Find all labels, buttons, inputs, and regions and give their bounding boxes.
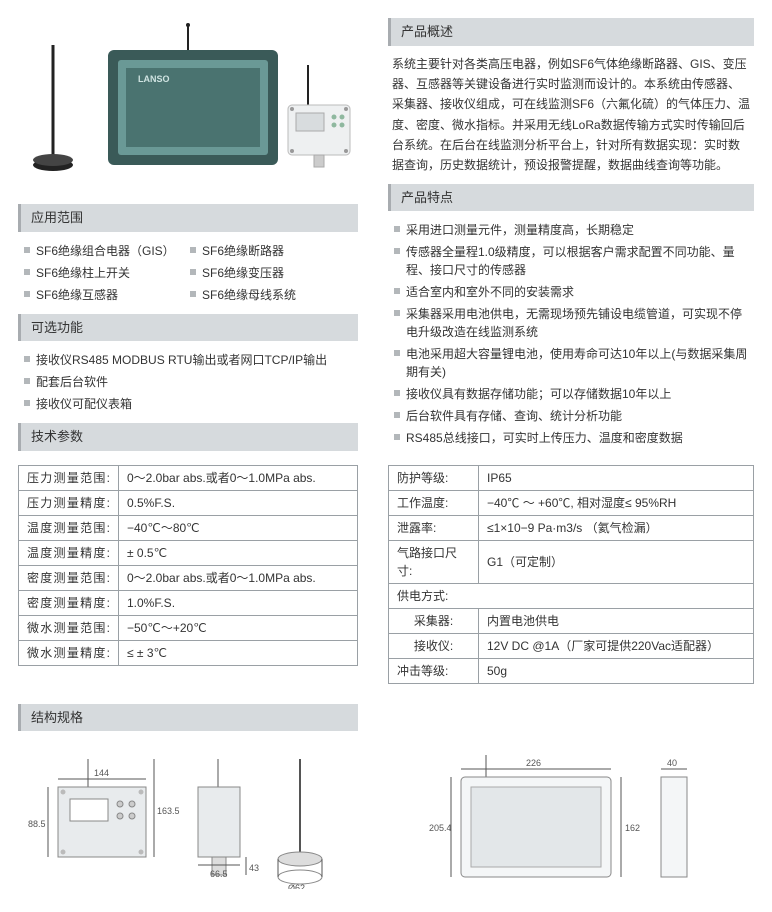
spec-label: 工作温度:	[389, 490, 479, 515]
spec-value: 内置电池供电	[479, 608, 754, 633]
spec-value: G1（可定制）	[479, 540, 754, 583]
list-item: SF6绝缘组合电器（GIS）	[22, 240, 188, 262]
list-item: 配套后台软件	[22, 371, 354, 393]
product-image: LANSO	[18, 10, 358, 190]
list-item: 适合室内和室外不同的安装需求	[392, 281, 750, 303]
spec-value: 1.0%F.S.	[119, 590, 358, 615]
svg-text:163.5: 163.5	[157, 806, 180, 816]
svg-text:LANSO: LANSO	[138, 74, 170, 84]
section-overview: 产品概述	[388, 18, 754, 46]
svg-text:162: 162	[625, 823, 640, 833]
spec-label: 密度测量精度:	[19, 590, 119, 615]
spec-value: ≤ ± 3℃	[119, 640, 358, 665]
spec-value: ± 0.5℃	[119, 540, 358, 565]
svg-text:Ø62: Ø62	[288, 883, 305, 889]
list-item: SF6绝缘母线系统	[188, 284, 354, 306]
spec-value: 0.5%F.S.	[119, 490, 358, 515]
scope-list: SF6绝缘组合电器（GIS） SF6绝缘断路器 SF6绝缘柱上开关 SF6绝缘变…	[18, 240, 358, 306]
list-item: SF6绝缘断路器	[188, 240, 354, 262]
section-struct: 结构规格	[18, 704, 358, 732]
spec-label: 泄露率:	[389, 515, 479, 540]
spec-label: 冲击等级:	[389, 658, 479, 683]
spec-label: 供电方式:	[389, 583, 754, 608]
list-item: 后台软件具有存储、查询、统计分析功能	[392, 405, 750, 427]
spec-label: 压力测量范围:	[19, 465, 119, 490]
spec-sublabel: 采集器:	[389, 608, 479, 633]
spec-value: IP65	[479, 465, 754, 490]
list-item: 传感器全量程1.0级精度，可以根据客户需求配置不同功能、量程、接口尺寸的传感器	[392, 241, 750, 281]
list-item: SF6绝缘柱上开关	[22, 262, 188, 284]
list-item: 接收仪可配仪表箱	[22, 393, 354, 415]
spec-value: −50℃～+20℃	[119, 615, 358, 640]
list-item: SF6绝缘变压器	[188, 262, 354, 284]
dimension-drawings: 144 163.5 88.5 66.5 43	[18, 749, 754, 894]
spec-sublabel: 接收仪:	[389, 633, 479, 658]
spec-label: 防护等级:	[389, 465, 479, 490]
spec-value: 12V DC @1A（厂家可提供220Vac适配器）	[479, 633, 754, 658]
spec-label: 密度测量范围:	[19, 565, 119, 590]
spec-label: 微水测量精度:	[19, 640, 119, 665]
spec-table-right: 防护等级:IP65工作温度:−40℃ ～ +60℃, 相对湿度≤ 95%RH泄露…	[388, 465, 754, 684]
spec-label: 气路接口尺寸:	[389, 540, 479, 583]
section-features: 产品特点	[388, 184, 754, 212]
list-item: SF6绝缘互感器	[22, 284, 188, 306]
svg-text:40: 40	[667, 758, 677, 768]
spec-value: −40℃ ～ +60℃, 相对湿度≤ 95%RH	[479, 490, 754, 515]
spec-value: ≤1×10−9 Pa·m3/s （氦气检漏）	[479, 515, 754, 540]
svg-text:66.5: 66.5	[210, 869, 228, 879]
list-item: 采用进口测量元件，测量精度高，长期稳定	[392, 219, 750, 241]
spec-label: 压力测量精度:	[19, 490, 119, 515]
list-item: 电池采用超大容量锂电池，使用寿命可达10年以上(与数据采集周期有关)	[392, 343, 750, 383]
spec-label: 温度测量精度:	[19, 540, 119, 565]
spec-value: −40℃～80℃	[119, 515, 358, 540]
section-spec: 技术参数	[18, 423, 358, 451]
svg-text:144: 144	[94, 768, 109, 778]
section-options: 可选功能	[18, 314, 358, 342]
options-list: 接收仪RS485 MODBUS RTU输出或者网口TCP/IP输出 配套后台软件…	[18, 349, 358, 415]
spec-label: 微水测量范围:	[19, 615, 119, 640]
overview-text: 系统主要针对各类高压电器，例如SF6气体绝缘断路器、GIS、变压器、互感器等关键…	[388, 54, 754, 176]
spec-value: 50g	[479, 658, 754, 683]
list-item: 接收仪具有数据存储功能；可以存储数据10年以上	[392, 383, 750, 405]
svg-text:88.5: 88.5	[28, 819, 46, 829]
spec-value: 0～2.0bar abs.或者0～1.0MPa abs.	[119, 565, 358, 590]
section-scope: 应用范围	[18, 204, 358, 232]
list-item: 采集器采用电池供电，无需现场预先铺设电缆管道，可实现不停电升级改造在线监测系统	[392, 303, 750, 343]
svg-text:205.4: 205.4	[429, 823, 452, 833]
svg-text:226: 226	[526, 758, 541, 768]
features-list: 采用进口测量元件，测量精度高，长期稳定 传感器全量程1.0级精度，可以根据客户需…	[388, 219, 754, 449]
svg-text:43: 43	[249, 863, 259, 873]
spec-table-left: 压力测量范围:0～2.0bar abs.或者0～1.0MPa abs.压力测量精…	[18, 465, 358, 666]
spec-value: 0～2.0bar abs.或者0～1.0MPa abs.	[119, 465, 358, 490]
list-item: 接收仪RS485 MODBUS RTU输出或者网口TCP/IP输出	[22, 349, 354, 371]
spec-label: 温度测量范围:	[19, 515, 119, 540]
list-item: RS485总线接口，可实时上传压力、温度和密度数据	[392, 427, 750, 449]
